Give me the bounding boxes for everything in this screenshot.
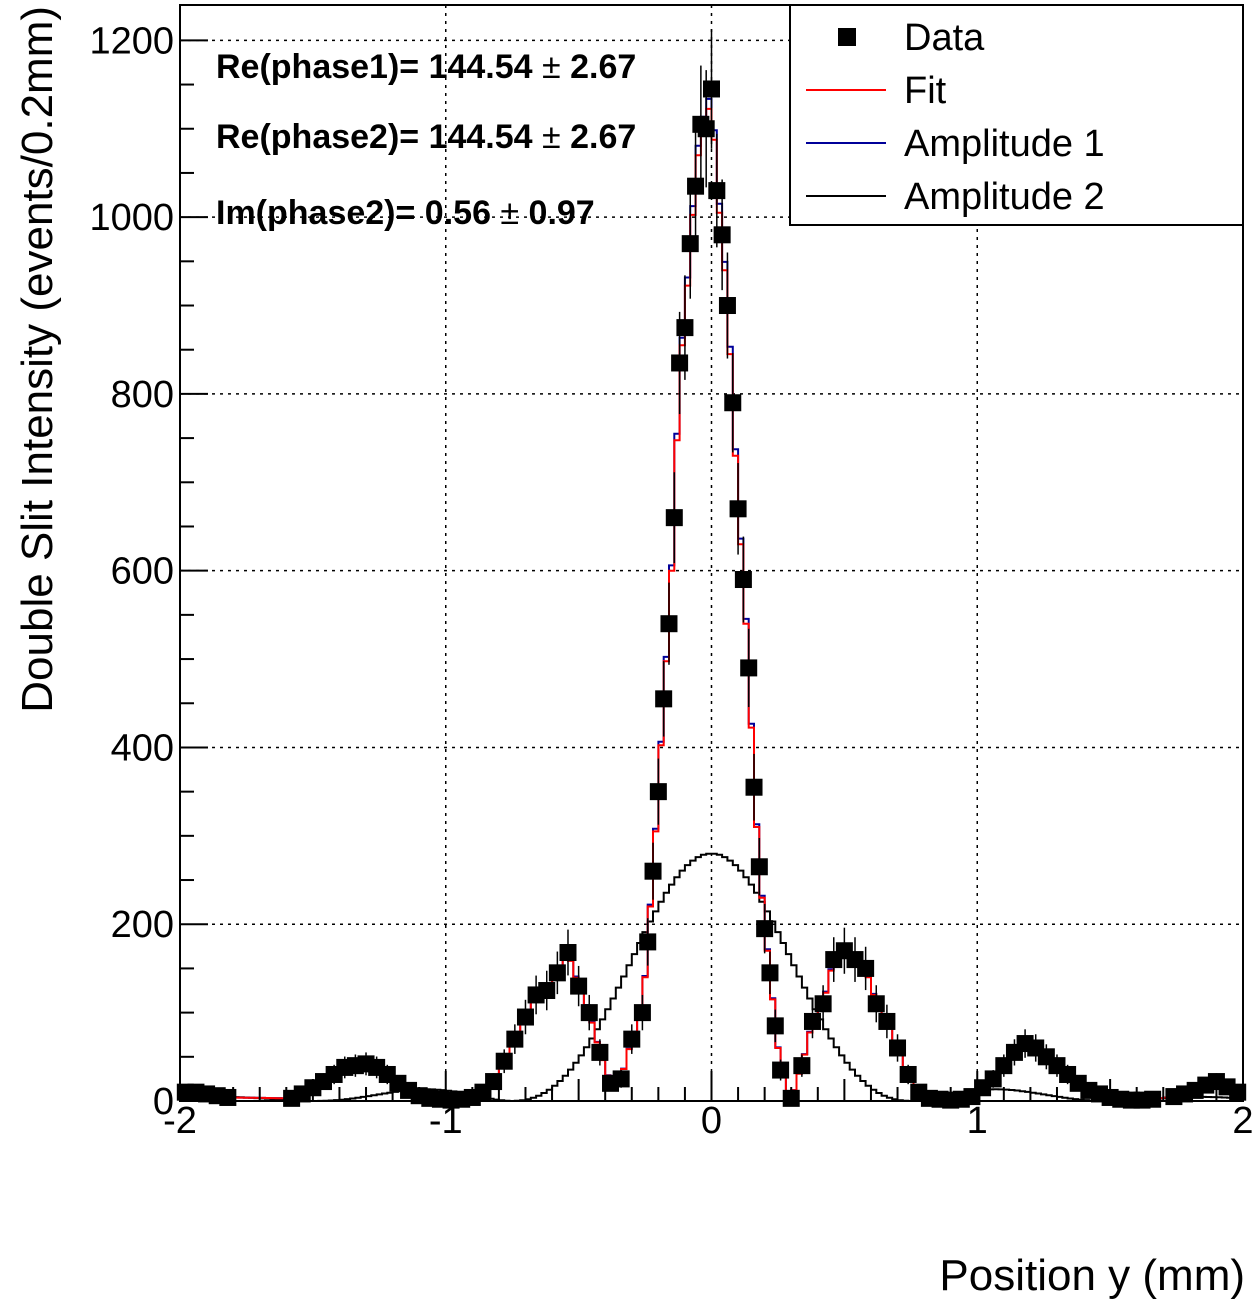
data-point [1229, 1083, 1247, 1101]
x-axis-title: Position y (mm) [939, 1251, 1245, 1300]
data-point [766, 1017, 784, 1035]
data-point [740, 659, 758, 677]
plus-minus-sign: ± [542, 48, 561, 86]
data-point [644, 862, 662, 880]
data-point [803, 1012, 821, 1030]
data-point [649, 783, 667, 801]
y-tick-label: 200 [111, 904, 174, 946]
data-point [750, 858, 768, 876]
y-tick-label: 1000 [89, 197, 174, 239]
data-point [633, 1004, 651, 1022]
axes: 0 200 400 600 800 1000 1200 -2 -1 0 1 2 [89, 4, 1254, 1142]
legend-label: Amplitude 1 [904, 123, 1105, 165]
data-point [639, 933, 657, 951]
data-point [793, 1057, 811, 1075]
data-point [745, 778, 763, 796]
y-axis-title: Double Slit Intensity (events/0.2mm) [13, 6, 62, 713]
data-point [1144, 1090, 1162, 1108]
data-point [506, 1030, 524, 1048]
fit-parameter-error: 2.67 [561, 48, 637, 86]
data-point [867, 995, 885, 1013]
y-tick-label: 0 [153, 1081, 174, 1123]
data-point [703, 80, 720, 98]
amplitude-2-curve [180, 852, 1243, 1102]
plus-minus-sign: ± [500, 194, 519, 232]
legend-label: Data [904, 17, 985, 59]
data-point [889, 1039, 907, 1057]
data-point [559, 944, 577, 962]
data-point [495, 1052, 513, 1070]
x-tick-label: 2 [1232, 1100, 1253, 1142]
data-point [660, 615, 678, 633]
data-point [655, 690, 673, 708]
x-tick-label: 1 [967, 1100, 988, 1142]
data-point [729, 500, 747, 518]
fit-parameter-value: Re(phase2)= 144.54 [216, 118, 542, 156]
fit-parameter-value: Im(phase2)= 0.56 [216, 194, 500, 232]
y-tick-label: 600 [111, 551, 174, 593]
fit-parameter-error: 0.97 [519, 194, 595, 232]
legend-box [789, 4, 1244, 226]
legend-marker [838, 28, 856, 46]
y-tick-label: 800 [111, 374, 174, 416]
data-point [676, 319, 694, 337]
y-tick-label: 1200 [89, 20, 174, 62]
grid [180, 5, 1243, 1101]
data-point [857, 959, 875, 977]
data-point [591, 1043, 609, 1061]
legend: Data Fit Amplitude 1 Amplitude 2 [789, 4, 1244, 226]
data-point [718, 297, 736, 315]
data-point [580, 1004, 598, 1022]
data-point [899, 1065, 917, 1083]
data-point [538, 982, 556, 1000]
data-point [772, 1061, 790, 1079]
fit-parameter-label: Re(phase2)= 144.54 ± 2.67 [216, 118, 636, 156]
x-tick-label: 0 [701, 1100, 722, 1142]
data-point [623, 1030, 641, 1048]
legend-label: Fit [904, 70, 947, 112]
fit-parameter-label: Im(phase2)= 0.56 ± 0.97 [216, 194, 595, 232]
data-point [761, 964, 779, 982]
fit-parameter-error: 2.67 [561, 118, 637, 156]
data-point [724, 394, 742, 412]
data-point [687, 177, 705, 195]
data-point [878, 1012, 896, 1030]
data-point [681, 235, 699, 253]
data-point [708, 182, 726, 200]
plus-minus-sign: ± [542, 118, 561, 156]
data-point [697, 120, 715, 138]
fit-parameter-value: Re(phase1)= 144.54 [216, 48, 542, 86]
legend-label: Amplitude 2 [904, 176, 1105, 218]
data-point [516, 1008, 534, 1026]
x-tick-label: -2 [163, 1100, 197, 1142]
data-point [734, 571, 752, 589]
data-point [984, 1070, 1002, 1088]
fit-parameter-label: Re(phase1)= 144.54 ± 2.67 [216, 48, 636, 86]
data-point [485, 1073, 503, 1091]
data-point [995, 1057, 1013, 1075]
x-tick-label: -1 [429, 1100, 463, 1142]
data-point [612, 1070, 630, 1088]
data-point [548, 964, 566, 982]
data-point [756, 920, 774, 938]
data-point [814, 995, 832, 1013]
data-point [713, 226, 731, 244]
data-point [570, 977, 588, 995]
data-point [671, 354, 689, 372]
data-point [665, 509, 683, 527]
y-tick-label: 400 [111, 727, 174, 769]
